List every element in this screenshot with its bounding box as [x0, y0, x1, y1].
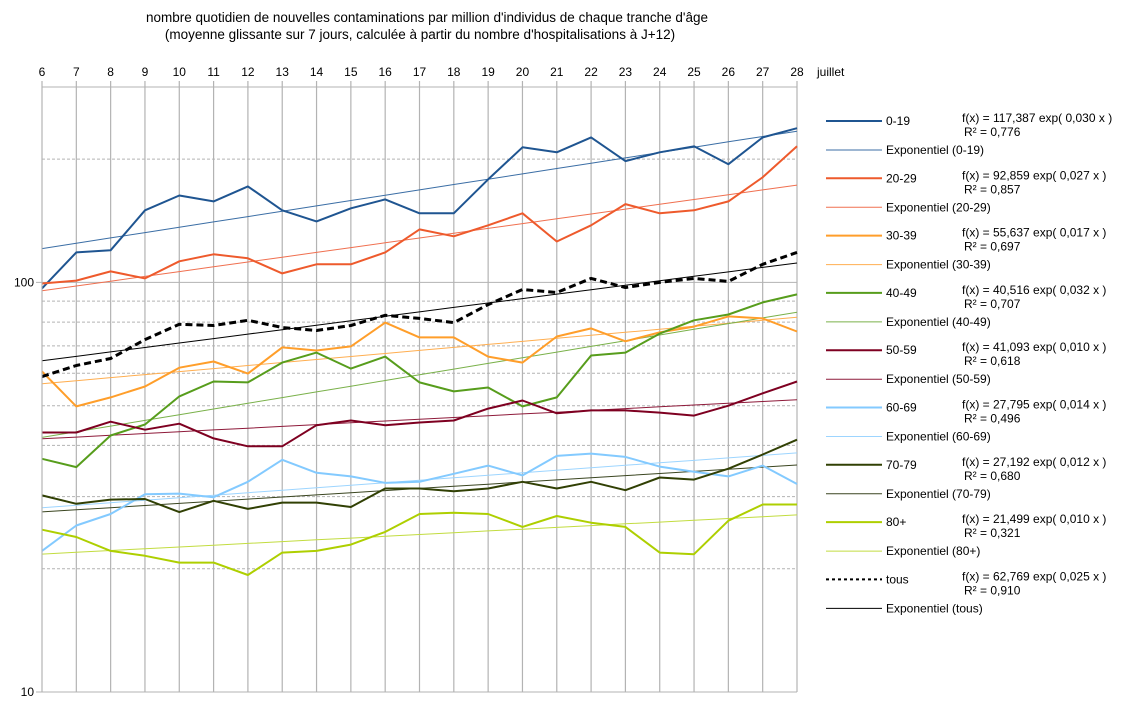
legend-trend-r2: R² = 0,697 — [964, 240, 1021, 254]
legend-trend-label: Exponentiel (30-39) — [886, 258, 991, 272]
trend-lines — [41, 130, 798, 555]
axes: 6 7 8 9 10 11 12 13 14 15 16 17 18 19 20 21 22 23 24 25 26 27… — [14, 65, 804, 699]
series-lines — [41, 127, 798, 576]
trend-line-40-49 — [41, 311, 798, 438]
x-tick-label: 16 — [379, 65, 393, 79]
legend-trend-equation: f(x) = 55,637 exp( 0,017 x ) — [962, 226, 1106, 240]
x-tick-label: 17 — [413, 65, 427, 79]
legend-trend-label: Exponentiel (tous) — [886, 601, 983, 615]
chart-title: nombre quotidien de nouvelles contaminat… — [146, 10, 708, 25]
x-tick-label: 13 — [276, 65, 290, 79]
trend-line-20-29 — [41, 184, 798, 292]
legend-trend-equation: f(x) = 40,516 exp( 0,032 x ) — [962, 283, 1106, 297]
legend-trend-label: Exponentiel (50-59) — [886, 372, 991, 386]
x-tick-label: 8 — [107, 65, 114, 79]
legend-trend-label: Exponentiel (60-69) — [886, 430, 991, 444]
legend-trend-equation: f(x) = 117,387 exp( 0,030 x ) — [962, 111, 1112, 125]
x-tick-label: 21 — [550, 65, 564, 79]
legend-trend-label: Exponentiel (80+) — [886, 544, 980, 558]
x-tick-label: 28 — [790, 65, 804, 79]
legend-trend-r2: R² = 0,496 — [964, 412, 1021, 426]
grid — [36, 81, 798, 693]
legend-trend-label: Exponentiel (20-29) — [886, 200, 991, 214]
trend-line-tous — [41, 262, 798, 362]
legend-label: 30-39 — [886, 229, 917, 243]
x-tick-label: 27 — [756, 65, 770, 79]
legend-label: 80+ — [886, 515, 906, 529]
x-tick-label: 10 — [173, 65, 187, 79]
x-tick-label: 24 — [653, 65, 667, 79]
x-tick-label: 6 — [39, 65, 46, 79]
x-tick-label: 12 — [241, 65, 255, 79]
legend-trend-label: Exponentiel (40-49) — [886, 315, 991, 329]
x-tick-label: 9 — [142, 65, 149, 79]
x-tick-label: 19 — [481, 65, 495, 79]
legend-label: tous — [886, 572, 909, 586]
series-line-tous — [41, 250, 798, 379]
trend-line-60-69 — [41, 452, 798, 509]
legend-label: 50-59 — [886, 343, 917, 357]
legend-label: 0-19 — [886, 114, 910, 128]
legend-trend-r2: R² = 0,776 — [964, 125, 1021, 139]
x-tick-label: 15 — [344, 65, 358, 79]
series-line-80+ — [41, 503, 797, 576]
series-line-30-39 — [41, 315, 798, 408]
series-line-40-49 — [41, 293, 798, 469]
chart-subtitle: (moyenne glissante sur 7 jours, calculée… — [165, 27, 675, 42]
legend-label: 40-49 — [886, 286, 917, 300]
x-tick-label: 11 — [207, 65, 220, 79]
x-axis-label: juillet — [816, 65, 845, 79]
legend-label: 60-69 — [886, 401, 917, 415]
legend-trend-r2: R² = 0,618 — [964, 354, 1021, 368]
x-tick-label: 25 — [687, 65, 701, 79]
x-tick-label: 20 — [516, 65, 530, 79]
series-line-0-19 — [41, 127, 798, 290]
legend-trend-equation: f(x) = 92,859 exp( 0,027 x ) — [962, 168, 1106, 182]
legend-trend-r2: R² = 0,910 — [964, 583, 1021, 597]
legend-trend-r2: R² = 0,321 — [964, 526, 1021, 540]
legend-label: 20-29 — [886, 171, 917, 185]
legend-trend-r2: R² = 0,857 — [964, 182, 1021, 196]
x-tick-label: 22 — [584, 65, 598, 79]
legend-trend-equation: f(x) = 27,192 exp( 0,012 x ) — [962, 455, 1106, 469]
legend-trend-equation: f(x) = 41,093 exp( 0,010 x ) — [962, 340, 1106, 354]
x-tick-label: 26 — [722, 65, 736, 79]
series-line-70-79 — [41, 438, 798, 514]
legend-trend-equation: f(x) = 21,499 exp( 0,010 x ) — [962, 512, 1106, 526]
legend-trend-label: Exponentiel (0-19) — [886, 143, 984, 157]
trend-line-50-59 — [41, 399, 798, 440]
series-line-50-59 — [42, 380, 798, 448]
y-tick-label: 100 — [14, 275, 34, 289]
legend-label: 70-79 — [886, 458, 917, 472]
x-tick-label: 23 — [619, 65, 633, 79]
x-tick-label: 18 — [447, 65, 461, 79]
legend-trend-equation: f(x) = 27,795 exp( 0,014 x ) — [962, 398, 1106, 412]
x-tick-label: 14 — [310, 65, 324, 79]
series-line-60-69 — [41, 452, 798, 552]
y-tick-label: 10 — [21, 685, 35, 699]
x-tick-label: 7 — [73, 65, 80, 79]
series-line-20-29 — [41, 145, 798, 285]
trend-line-80+ — [41, 514, 798, 555]
legend-trend-equation: f(x) = 62,769 exp( 0,025 x ) — [962, 569, 1106, 583]
legend: 0-19 f(x) = 117,387 exp( 0,030 x )R² = 0,… — [826, 111, 1112, 615]
legend-trend-r2: R² = 0,680 — [964, 469, 1021, 483]
legend-trend-label: Exponentiel (70-79) — [886, 487, 991, 501]
legend-trend-r2: R² = 0,707 — [964, 297, 1021, 311]
